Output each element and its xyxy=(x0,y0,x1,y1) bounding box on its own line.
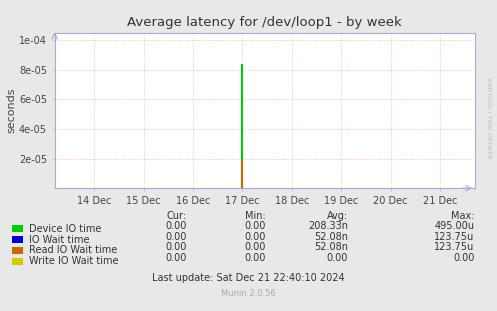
Text: 52.08n: 52.08n xyxy=(314,242,348,252)
Text: Last update: Sat Dec 21 22:40:10 2024: Last update: Sat Dec 21 22:40:10 2024 xyxy=(152,272,345,282)
Text: Cur:: Cur: xyxy=(166,211,186,221)
Text: 0.00: 0.00 xyxy=(453,253,475,263)
Title: Average latency for /dev/loop1 - by week: Average latency for /dev/loop1 - by week xyxy=(127,16,402,29)
Text: Write IO Wait time: Write IO Wait time xyxy=(29,256,119,266)
Text: 495.00u: 495.00u xyxy=(435,221,475,231)
Text: 0.00: 0.00 xyxy=(165,221,186,231)
Text: 0.00: 0.00 xyxy=(165,242,186,252)
Text: 52.08n: 52.08n xyxy=(314,232,348,242)
Text: 0.00: 0.00 xyxy=(245,242,266,252)
Text: 0.00: 0.00 xyxy=(245,232,266,242)
Text: 0.00: 0.00 xyxy=(327,253,348,263)
Text: 208.33n: 208.33n xyxy=(308,221,348,231)
Text: 0.00: 0.00 xyxy=(165,232,186,242)
Text: Munin 2.0.56: Munin 2.0.56 xyxy=(221,289,276,298)
Text: Min:: Min: xyxy=(245,211,266,221)
Text: 123.75u: 123.75u xyxy=(434,232,475,242)
Text: 0.00: 0.00 xyxy=(245,253,266,263)
Text: Read IO Wait time: Read IO Wait time xyxy=(29,245,118,255)
Text: Avg:: Avg: xyxy=(327,211,348,221)
Text: Device IO time: Device IO time xyxy=(29,224,102,234)
Text: IO Wait time: IO Wait time xyxy=(29,235,90,245)
Text: Max:: Max: xyxy=(451,211,475,221)
Text: 0.00: 0.00 xyxy=(245,221,266,231)
Text: 123.75u: 123.75u xyxy=(434,242,475,252)
Text: RRDTOOL / TOBI OETIKER: RRDTOOL / TOBI OETIKER xyxy=(486,78,491,159)
Text: 0.00: 0.00 xyxy=(165,253,186,263)
Y-axis label: seconds: seconds xyxy=(6,88,16,133)
